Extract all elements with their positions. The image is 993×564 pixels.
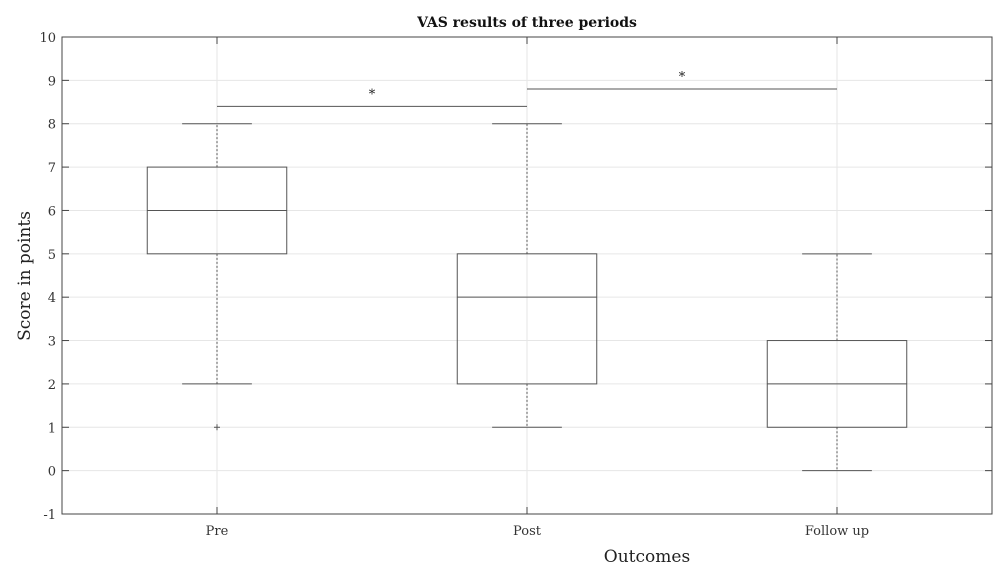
y-tick-label: 0 [48,465,56,480]
x-axis-label: Outcomes [604,547,690,564]
y-tick-label: 10 [39,31,56,46]
y-tick-label: 2 [48,378,56,393]
x-tick-label: Follow up [805,524,869,539]
box-series [146,123,908,472]
x-tick-label: Post [513,524,542,539]
x-tick-label: Pre [206,524,229,539]
y-tick-label: 5 [48,248,56,263]
y-tick-label: 3 [48,335,56,350]
y-axis-label: Score in points [15,211,35,341]
x-axis-ticks: Pre Post Follow up [206,37,869,539]
y-tick-label: 7 [48,161,56,176]
y-tick-label: 9 [48,74,56,89]
y-tick-label: -1 [43,508,56,523]
y-tick-label: 6 [48,204,56,219]
iqr-box [456,253,598,385]
box-2 [766,253,908,472]
y-axis-ticks: -1 0 1 2 3 4 5 6 7 8 9 10 [39,31,992,523]
y-tick-label: 1 [48,421,56,436]
box-0 [146,123,288,431]
y-tick-label: 4 [48,291,56,306]
significance-markers: ** [217,70,837,107]
grid-lines [62,36,992,515]
chart-title: VAS results of three periods [416,15,637,31]
box-1 [456,123,598,428]
significance-label: * [369,87,376,102]
y-tick-label: 8 [48,118,56,133]
significance-label: * [679,70,686,85]
